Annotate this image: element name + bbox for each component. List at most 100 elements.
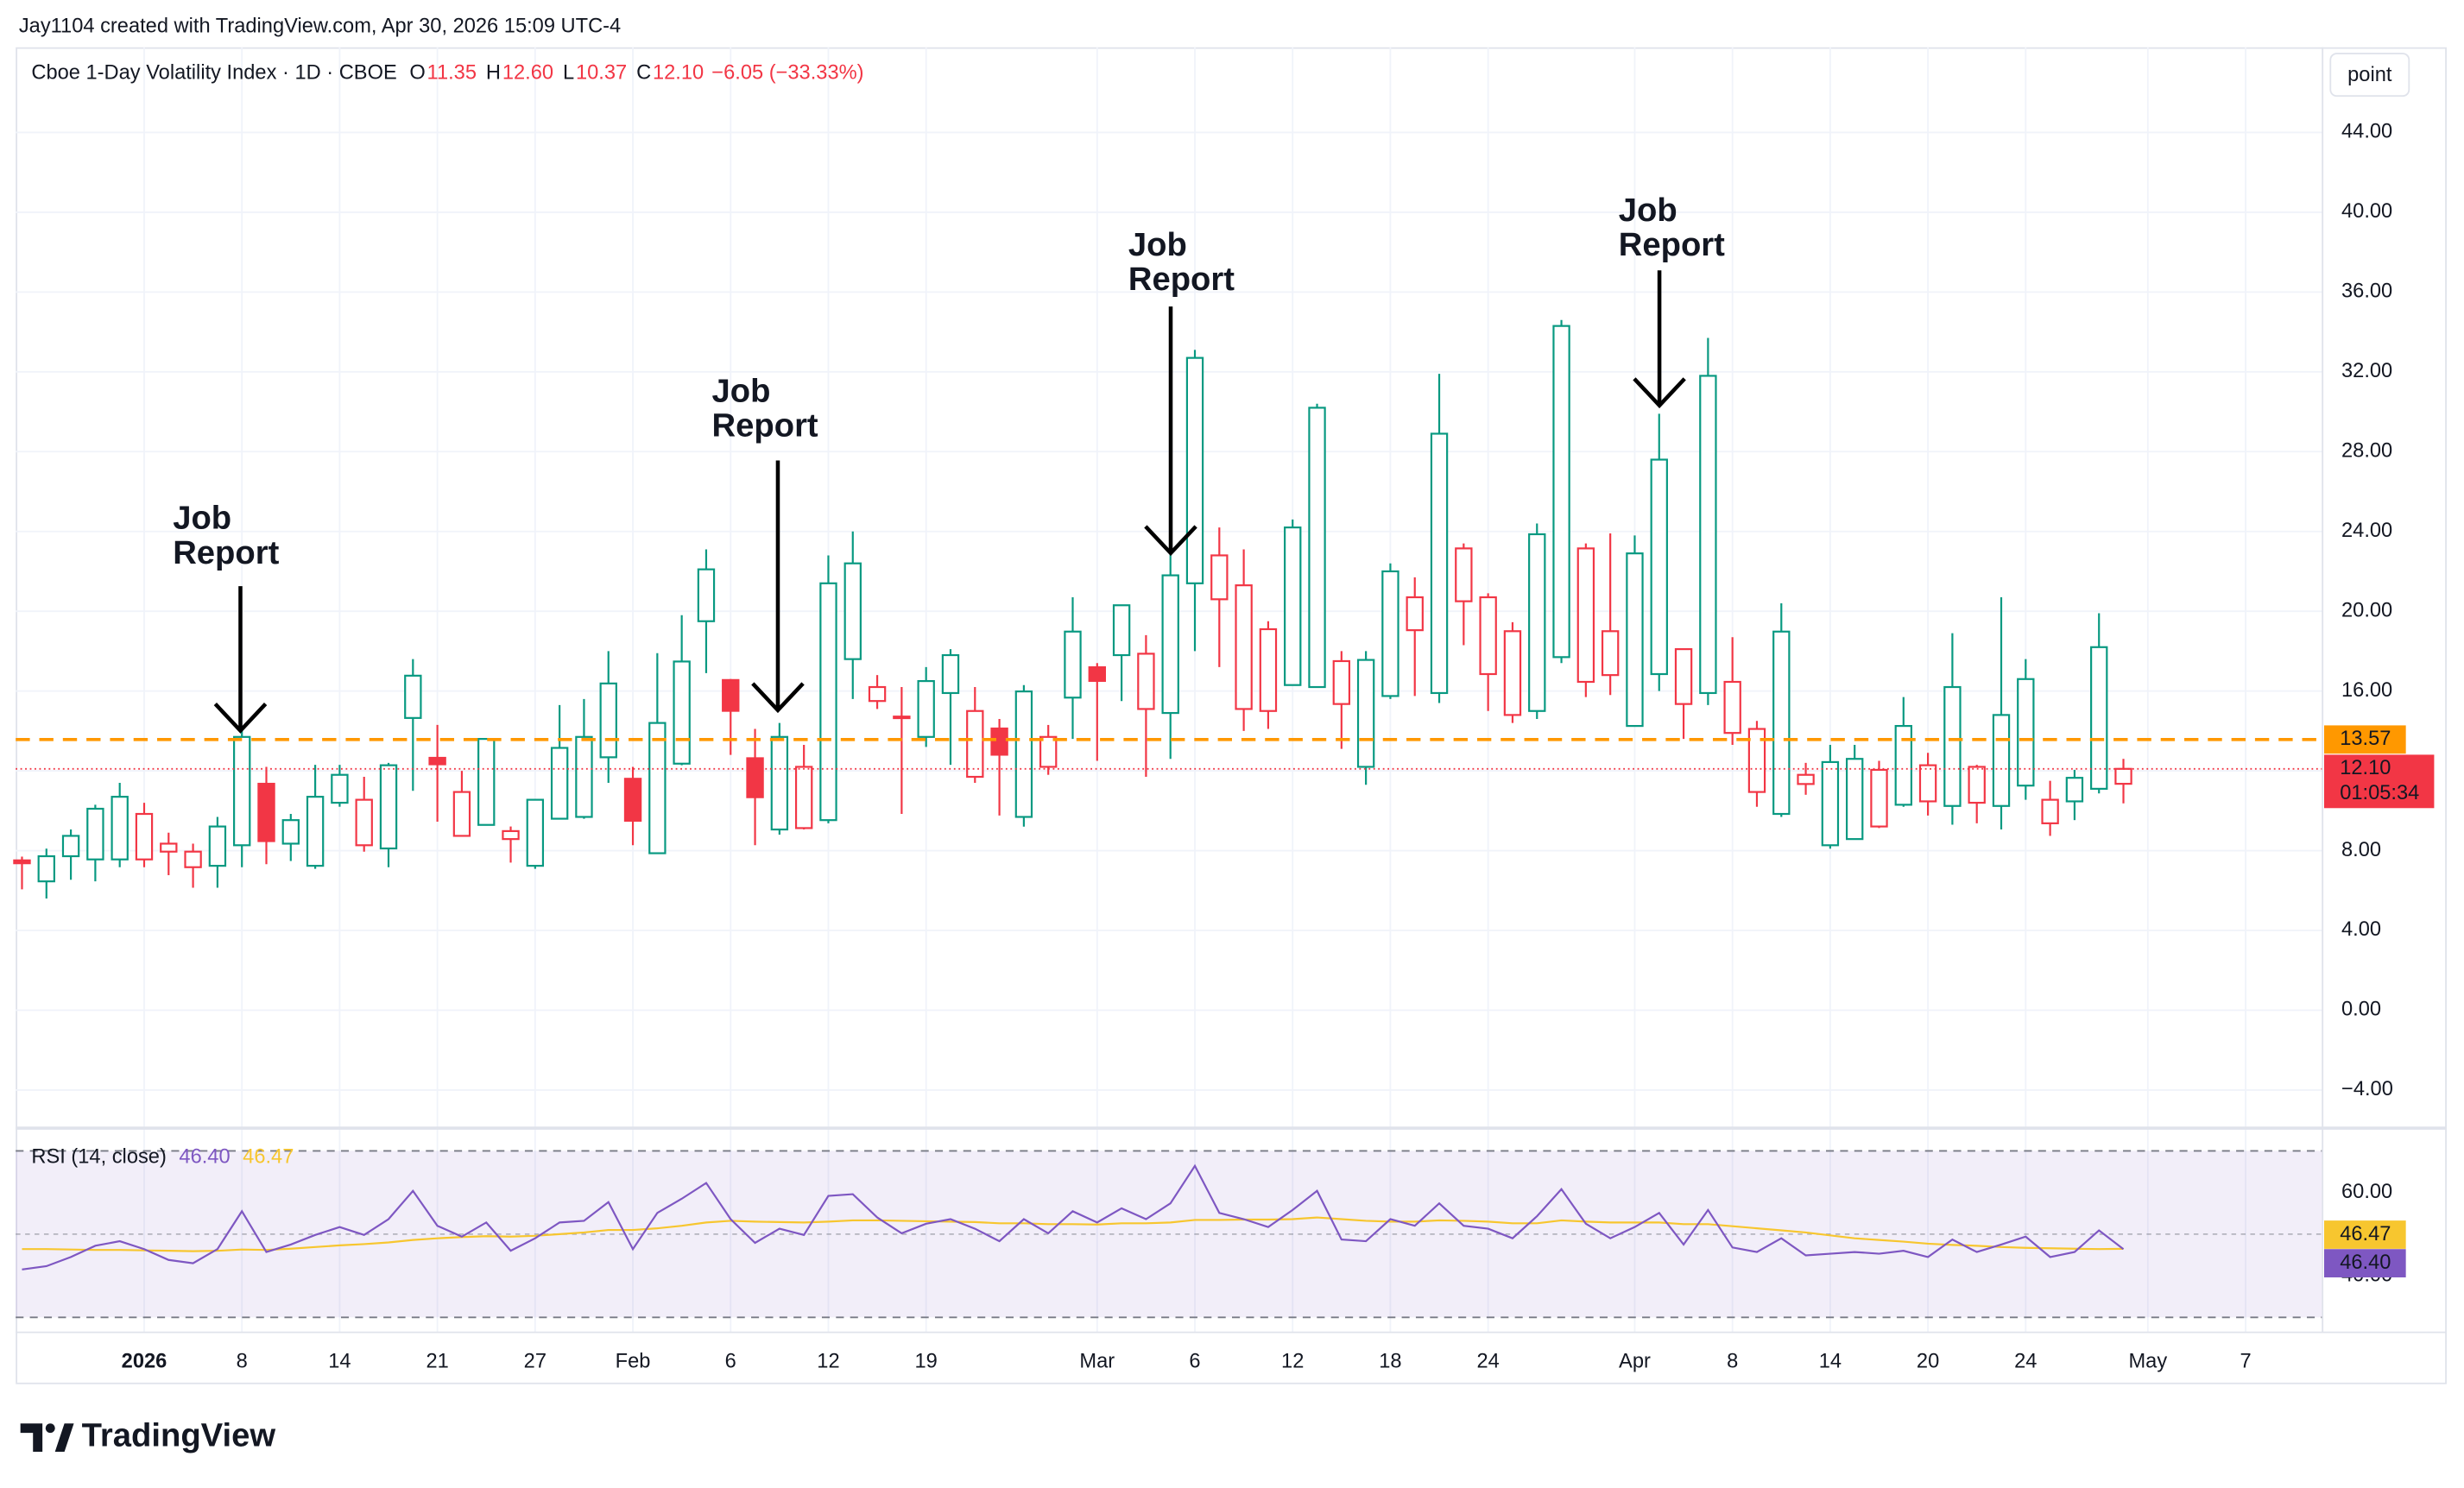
candle-body — [1308, 407, 1326, 689]
candle-body — [37, 854, 55, 883]
rsi-legend-value: 46.40 — [179, 1146, 230, 1169]
x-tick-label: 24 — [2014, 1350, 2037, 1372]
panes — [13, 319, 2323, 1319]
candle-body — [1161, 574, 1179, 715]
candle-body — [917, 679, 935, 738]
legend-c: C — [636, 62, 651, 85]
y-tick-label: 8.00 — [2341, 839, 2381, 861]
annotation-arrowhead — [1633, 377, 1686, 409]
candle-body — [1479, 596, 1497, 676]
y-tick-label: 32.00 — [2341, 360, 2392, 382]
candle-body — [184, 850, 202, 868]
brand: TradingView — [82, 1417, 276, 1454]
x-tick-label: 8 — [237, 1350, 248, 1372]
candle-body — [575, 735, 593, 818]
candle-body — [868, 685, 887, 703]
x-tick-label: 2026 — [122, 1350, 167, 1372]
annotation-text: Job — [712, 372, 771, 409]
scale-button[interactable] — [2329, 53, 2410, 98]
candle-body — [428, 756, 446, 766]
rsi-value-label: 46.47 — [2340, 1223, 2391, 1245]
candle-body — [1406, 596, 1424, 632]
candle-body — [819, 582, 837, 822]
candle-body — [61, 835, 80, 858]
rsi-value-box — [2324, 1220, 2406, 1249]
candle-body — [1455, 547, 1473, 602]
candle-body — [1576, 547, 1595, 684]
rsi-title: RSI (14, close) — [31, 1146, 166, 1169]
candle-body — [1797, 773, 1815, 785]
candle-body — [1503, 630, 1522, 716]
candle-body — [1064, 630, 1082, 699]
x-tick-label: Feb — [616, 1350, 651, 1372]
rsi-line — [22, 1163, 2125, 1270]
candle-body — [1723, 680, 1741, 735]
candle-body — [673, 660, 691, 765]
candle-body — [893, 716, 911, 720]
candle-body — [1968, 766, 1986, 804]
x-tick-label: May — [2128, 1350, 2167, 1372]
candle-body — [1870, 768, 1888, 828]
logo-dot — [45, 1423, 55, 1434]
annotation-text: Report — [1619, 226, 1725, 263]
candle-body — [477, 738, 496, 826]
legend-low: 10.37 — [576, 62, 627, 85]
y-tick-label: 4.00 — [2341, 918, 2381, 941]
credit: Jay1104 created with TradingView.com, Ap… — [19, 15, 621, 37]
candle-body — [550, 747, 569, 820]
legend-change: −6.05 (−33.33%) — [711, 62, 863, 85]
candle-body — [1430, 432, 1449, 695]
y-tick-label: 20.00 — [2341, 599, 2392, 621]
candle-body — [1259, 627, 1278, 712]
logo-slash — [54, 1423, 74, 1452]
x-tick-label: Mar — [1079, 1350, 1115, 1372]
candle-body — [306, 796, 325, 867]
x-tick-label: 27 — [524, 1350, 547, 1372]
y-tick-label: −4.00 — [2341, 1078, 2393, 1100]
brand-logo — [20, 1423, 74, 1452]
annotation-text: Job — [1128, 226, 1187, 263]
annotation-text: Job — [173, 500, 231, 537]
candle-body — [648, 722, 667, 854]
annotation-text: Report — [712, 407, 818, 444]
legend-name: Cboe 1-Day Volatility Index · 1D · CBOE — [31, 62, 396, 85]
y-tick-label: 24.00 — [2341, 520, 2392, 542]
candle-body — [208, 825, 227, 867]
x-tick-label: 14 — [1819, 1350, 1842, 1372]
candle-body — [135, 812, 154, 861]
candle-body — [1528, 533, 1546, 712]
annotation-text: Report — [173, 534, 279, 571]
legend-close: 12.10 — [653, 62, 704, 85]
x-tick-label: 24 — [1476, 1350, 1499, 1372]
candle-body — [1943, 685, 1962, 807]
candle-body — [1185, 356, 1204, 584]
candle-body — [355, 798, 373, 847]
last-price-box — [2324, 754, 2435, 809]
y-tick-label: 28.00 — [2341, 440, 2392, 463]
candle-body — [794, 766, 813, 829]
candle-body — [404, 674, 422, 719]
candle-body — [1626, 552, 1644, 728]
candle-body — [1821, 760, 1840, 847]
candle-body — [722, 678, 740, 712]
candle-body — [502, 829, 520, 841]
x-tick-label: 14 — [328, 1350, 351, 1372]
rsi-value-box — [2324, 1249, 2406, 1277]
candle-body — [281, 819, 300, 845]
candle-body — [1112, 604, 1131, 657]
candle-body — [1674, 648, 1693, 705]
candle-body — [379, 764, 398, 850]
scale-button-label[interactable]: point — [2347, 64, 2392, 86]
y-tick-label: 40.00 — [2341, 200, 2392, 223]
candle-body — [331, 773, 349, 804]
candle-body — [1772, 630, 1791, 816]
candle-body — [1235, 584, 1253, 710]
candle-body — [1747, 728, 1766, 793]
candle-body — [160, 842, 178, 853]
candle-body — [599, 682, 617, 759]
x-tick-label: 8 — [1727, 1350, 1738, 1372]
y-tick-label: 0.00 — [2341, 999, 2381, 1021]
legend-l: L — [563, 62, 574, 85]
candle-body — [13, 859, 31, 865]
candle-body — [1137, 653, 1155, 710]
